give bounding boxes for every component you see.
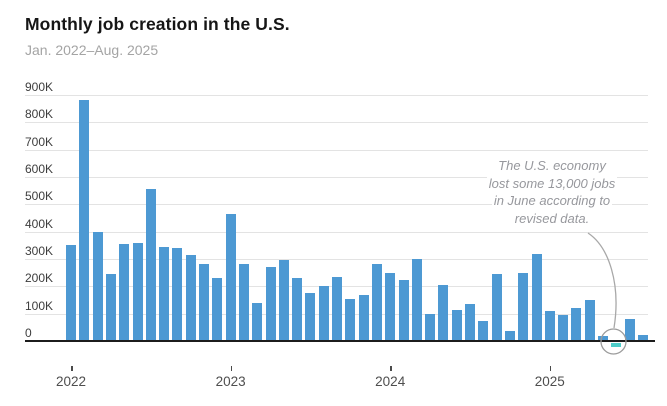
annotation-line: lost some 13,000 jobs [486, 175, 618, 191]
annotation-line: The U.S. economy [496, 158, 608, 173]
bar [145, 189, 156, 341]
gridline [25, 231, 648, 233]
y-axis-tick-label: 500K [25, 189, 54, 204]
bar [66, 245, 76, 341]
gridline [25, 177, 648, 178]
bar [79, 100, 90, 341]
bar [119, 243, 130, 341]
x-axis-baseline [25, 340, 655, 342]
y-axis-tick-label: 900K [25, 80, 54, 94]
bar [544, 310, 555, 341]
bar [398, 279, 409, 341]
bar [252, 302, 263, 341]
bar [132, 242, 143, 341]
bar [411, 259, 422, 341]
bar [425, 313, 436, 341]
bar [531, 253, 542, 341]
y-axis-tick-label: 700K [25, 134, 54, 149]
x-axis-tick [549, 366, 552, 371]
x-axis-tick [230, 366, 233, 371]
plot-area: 900K 800K 700K 600K 500K 400K 300K 200K 100K 0 202… [25, 81, 655, 389]
bar [225, 213, 236, 341]
bar [478, 321, 489, 341]
y-axis-tick-label: 300K [25, 244, 54, 258]
annotation-line: in June according to [491, 193, 613, 208]
y-axis-tick-label: 800K [25, 107, 54, 122]
annotation-line: revised data. [512, 210, 592, 226]
bar [265, 267, 276, 341]
bar [292, 278, 303, 341]
x-axis-year-label: 2025 [534, 374, 565, 389]
bar [318, 286, 329, 341]
gridline [25, 122, 648, 124]
bar [345, 298, 356, 341]
bar [385, 272, 396, 341]
bar [558, 315, 569, 341]
y-axis-tick-label: 600K [25, 162, 54, 176]
bar [571, 308, 582, 341]
bar [159, 246, 170, 341]
y-axis-tick-label: 400K [25, 216, 54, 231]
bar [212, 278, 223, 341]
chart-subtitle: Jan. 2022–Aug. 2025 [25, 42, 159, 58]
gridline [25, 95, 648, 96]
bar [305, 293, 316, 341]
bar [172, 248, 183, 341]
bar [105, 274, 116, 341]
x-axis-year-label: 2022 [55, 374, 87, 389]
bar [92, 231, 103, 341]
chart-title: Monthly job creation in the U.S. [25, 14, 290, 34]
y-axis-tick-label: 200K [25, 271, 54, 286]
bar [584, 300, 595, 341]
annotation-callout: The U.S. economy lost some 13,000 jobs i… [452, 157, 652, 227]
bar [518, 272, 529, 341]
bar [238, 264, 249, 341]
bar [624, 319, 635, 341]
y-axis-tick-label: 100K [25, 298, 54, 313]
gridline [25, 149, 648, 151]
y-axis-tick-label: 0 [25, 326, 32, 340]
x-axis-tick [390, 366, 392, 371]
bar [185, 254, 196, 341]
x-axis-tick [71, 366, 73, 371]
bar-highlighted-negative [611, 343, 622, 347]
bar [371, 264, 382, 341]
bar [278, 260, 289, 341]
bar [465, 304, 475, 341]
gridline [25, 259, 648, 260]
bar [504, 330, 515, 341]
bar [491, 274, 502, 341]
bar [438, 284, 449, 341]
bar [637, 334, 648, 341]
x-axis-year-label: 2024 [375, 374, 406, 389]
bar [451, 310, 462, 341]
bar [332, 276, 342, 341]
gridline [25, 204, 648, 206]
bar [199, 264, 209, 341]
x-axis-year-label: 2023 [215, 374, 246, 389]
bar [358, 294, 369, 341]
